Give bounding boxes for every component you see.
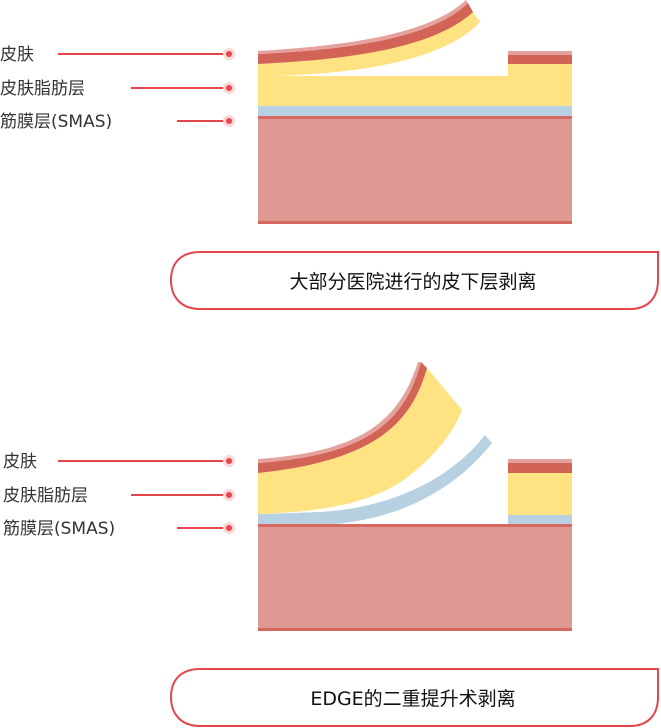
muscle-bottom-line bbox=[258, 221, 572, 224]
skin-red-right bbox=[508, 463, 572, 473]
marker-dot bbox=[226, 85, 232, 91]
smas-right bbox=[508, 515, 572, 524]
skin-flap-light bbox=[258, 0, 468, 54]
caption-pill-2: EDGE的二重提升术剥离 bbox=[169, 668, 659, 727]
label-skin: 皮肤 bbox=[0, 45, 34, 65]
fat-layer-base bbox=[258, 76, 572, 106]
label-smas: 筋膜层(SMAS) bbox=[3, 519, 115, 539]
diagram-subcutaneous-dissection bbox=[258, 0, 572, 224]
marker-dot bbox=[226, 118, 232, 124]
skin-light-right bbox=[508, 51, 572, 55]
fat-layer-right bbox=[508, 64, 572, 76]
marker-dot bbox=[226, 51, 232, 57]
label-smas: 筋膜层(SMAS) bbox=[0, 112, 112, 132]
caption-text: EDGE的二重提升术剥离 bbox=[310, 688, 515, 710]
smas-flap bbox=[258, 435, 492, 524]
label-fat: 皮肤脂肪层 bbox=[3, 486, 88, 506]
muscle-top-line bbox=[258, 524, 572, 527]
caption-border bbox=[169, 251, 659, 310]
skin-red-right bbox=[508, 55, 572, 64]
label-fat: 皮肤脂肪层 bbox=[0, 79, 85, 99]
label-skin: 皮肤 bbox=[3, 452, 37, 472]
muscle-top-line bbox=[258, 116, 572, 119]
muscle-bottom-line bbox=[258, 628, 572, 631]
skin-light-right bbox=[508, 459, 572, 463]
labels-1: 皮肤 皮肤脂肪层 筋膜层(SMAS) bbox=[0, 45, 235, 132]
diagram-edge-dissection bbox=[258, 362, 572, 631]
labels-2: 皮肤 皮肤脂肪层 筋膜层(SMAS) bbox=[3, 452, 235, 539]
caption-pill-1: 大部分医院进行的皮下层剥离 bbox=[169, 251, 659, 310]
caption-text: 大部分医院进行的皮下层剥离 bbox=[289, 271, 536, 293]
muscle-layer bbox=[258, 527, 572, 631]
marker-dot bbox=[226, 525, 232, 531]
skin-flap-red bbox=[258, 362, 427, 473]
fat-flap bbox=[258, 8, 480, 76]
marker-dot bbox=[226, 458, 232, 464]
marker-dot bbox=[226, 492, 232, 498]
fat-right bbox=[508, 473, 572, 515]
caption-border bbox=[169, 668, 659, 727]
skin-flap-red bbox=[258, 3, 473, 64]
smas-layer bbox=[258, 106, 572, 116]
muscle-layer bbox=[258, 119, 572, 224]
